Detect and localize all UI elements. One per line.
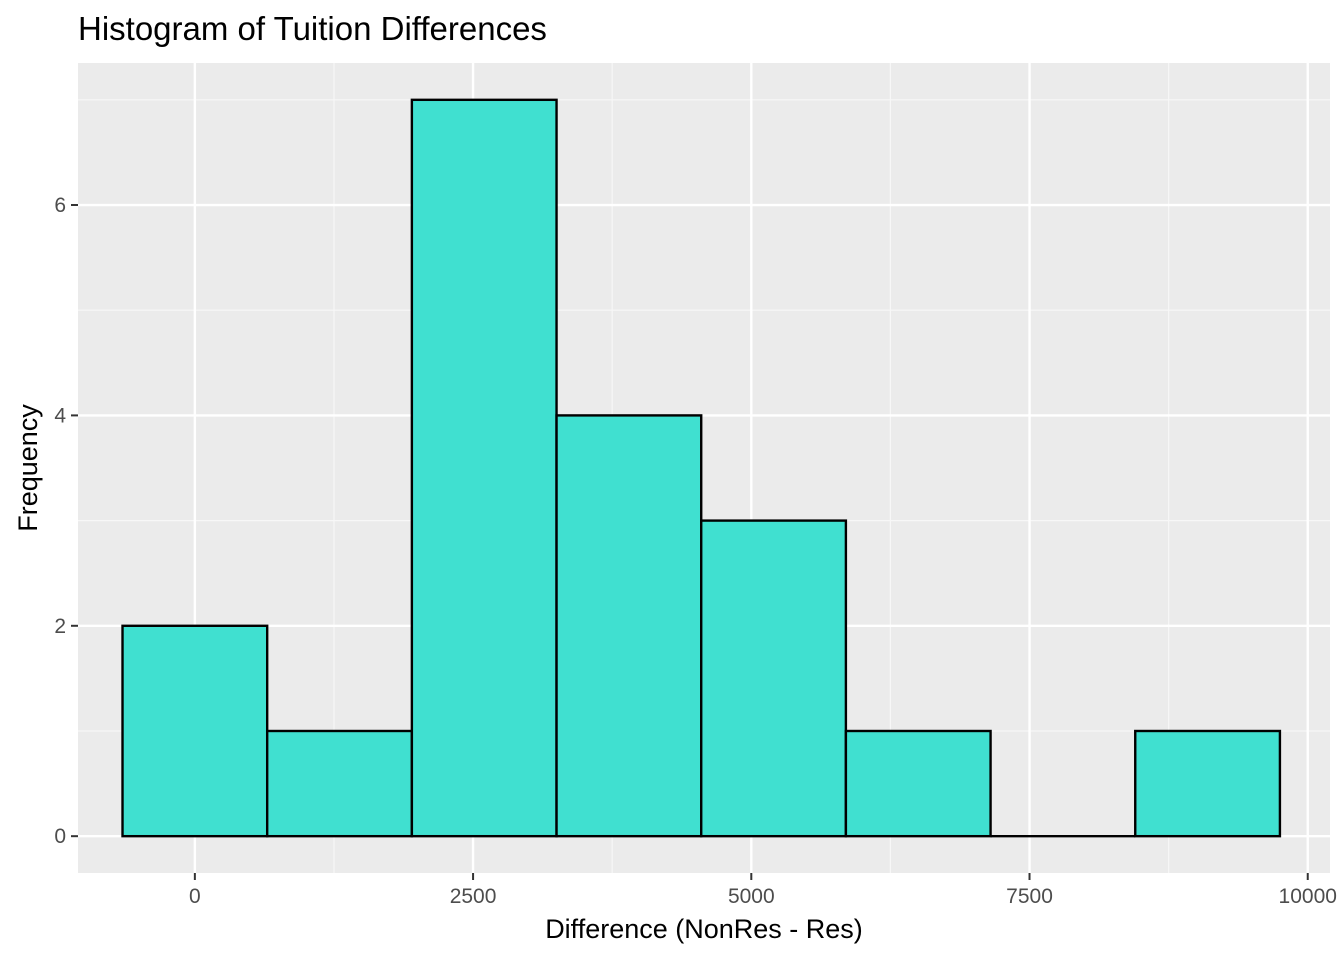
y-axis-title: Frequency [13,404,43,532]
chart-title: Histogram of Tuition Differences [78,10,547,47]
x-tick-label-0: 0 [189,885,201,908]
x-tick-label-2: 5000 [728,885,775,908]
y-tick-label-2: 4 [54,404,66,427]
x-tick-label-3: 7500 [1006,885,1053,908]
histogram-bar-4 [700,519,848,838]
y-tick-label-0: 0 [54,825,66,848]
histogram-bar-2 [410,98,558,838]
x-tick-label-1: 2500 [450,885,497,908]
histogram-bar-1 [265,729,414,838]
y-tick-label-3: 6 [54,194,66,217]
histogram-bars [121,98,1282,838]
histogram-bar-3 [555,414,703,838]
y-tick-label-1: 2 [54,615,66,638]
axis-ticks: 0 2500 5000 7500 10000 0 2 4 6 [54,194,1337,908]
histogram-bar-0 [121,624,269,838]
x-tick-label-4: 10000 [1279,885,1337,908]
histogram-bar-5 [844,729,992,838]
histogram-bar-7 [1134,729,1282,838]
x-axis-title: Difference (NonRes - Res) [545,914,863,944]
